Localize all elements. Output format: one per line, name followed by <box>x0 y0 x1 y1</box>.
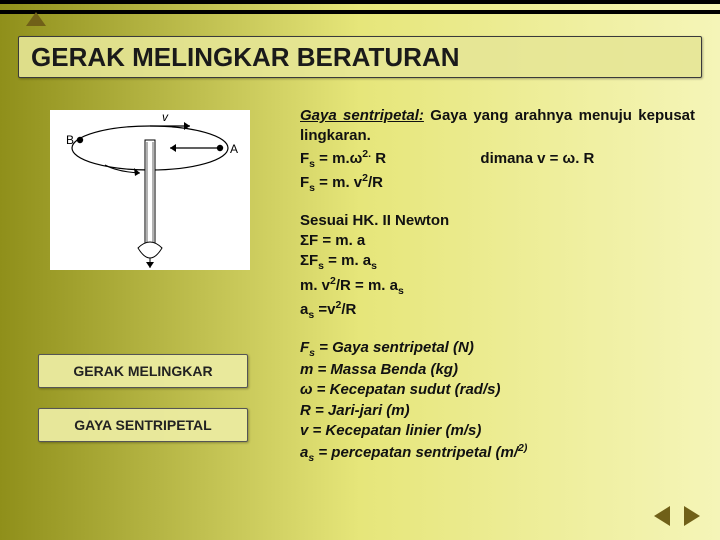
formula-part: = m. v <box>315 174 362 191</box>
legend-r: R = Jari-jari (m) <box>300 402 410 419</box>
button-gaya-sentripetal[interactable]: GAYA SENTRIPETAL <box>38 408 248 442</box>
top-border-1 <box>0 0 720 4</box>
content-column: Gaya sentripetal: Gaya yang arahnya menu… <box>300 106 695 481</box>
formula-part: /R <box>341 301 356 318</box>
formula-part: /R <box>368 174 383 191</box>
page-title: GERAK MELINGKAR BERATURAN <box>31 42 460 73</box>
nav-arrows <box>654 506 700 526</box>
formula-part: R <box>371 150 386 167</box>
centripetal-diagram: A B v <box>50 110 250 270</box>
svg-text:B: B <box>66 133 74 147</box>
formula-part: =v <box>314 301 335 318</box>
formula-part: /R = m. a <box>336 277 398 294</box>
diagram-box: A B v <box>50 110 250 270</box>
next-arrow-icon[interactable] <box>684 506 700 526</box>
newton-title: Sesuai HK. II Newton <box>300 212 449 229</box>
para-newton: Sesuai HK. II Newton ΣF = m. a ΣFs = m. … <box>300 211 695 322</box>
legend-fs: F <box>300 339 309 356</box>
where-clause: dimana v = ω. R <box>480 150 594 167</box>
svg-text:A: A <box>230 142 238 156</box>
formula-part: = m.ω <box>315 150 362 167</box>
formula-fs2: F <box>300 174 309 191</box>
para-legend: Fs = Gaya sentripetal (N) m = Massa Bend… <box>300 338 695 465</box>
up-arrow-icon[interactable] <box>26 12 46 26</box>
button-label: GAYA SENTRIPETAL <box>74 417 211 433</box>
button-gerak-melingkar[interactable]: GERAK MELINGKAR <box>38 354 248 388</box>
legend-m: m = Massa Benda (kg) <box>300 361 458 378</box>
legend-omega: ω = Kecepatan sudut (rad/s) <box>300 381 500 398</box>
term: Gaya sentripetal: <box>300 107 424 124</box>
legend-v: v = Kecepatan linier (m/s) <box>300 422 481 439</box>
formula-part: = m. a <box>324 252 371 269</box>
formula-part: ΣF <box>300 252 318 269</box>
prev-arrow-icon[interactable] <box>654 506 670 526</box>
legend-text: = percepatan sentripetal (m/ <box>314 444 518 461</box>
formula-sigmaf: ΣF = m. a <box>300 232 365 249</box>
para-definition: Gaya sentripetal: Gaya yang arahnya menu… <box>300 106 695 195</box>
top-border-2 <box>0 10 720 14</box>
formula-part: m. v <box>300 277 330 294</box>
legend-text: = Gaya sentripetal (N) <box>315 339 474 356</box>
button-label: GERAK MELINGKAR <box>73 363 212 379</box>
svg-text:v: v <box>162 110 169 124</box>
title-bar: GERAK MELINGKAR BERATURAN <box>18 36 702 78</box>
formula-fs1: F <box>300 150 309 167</box>
